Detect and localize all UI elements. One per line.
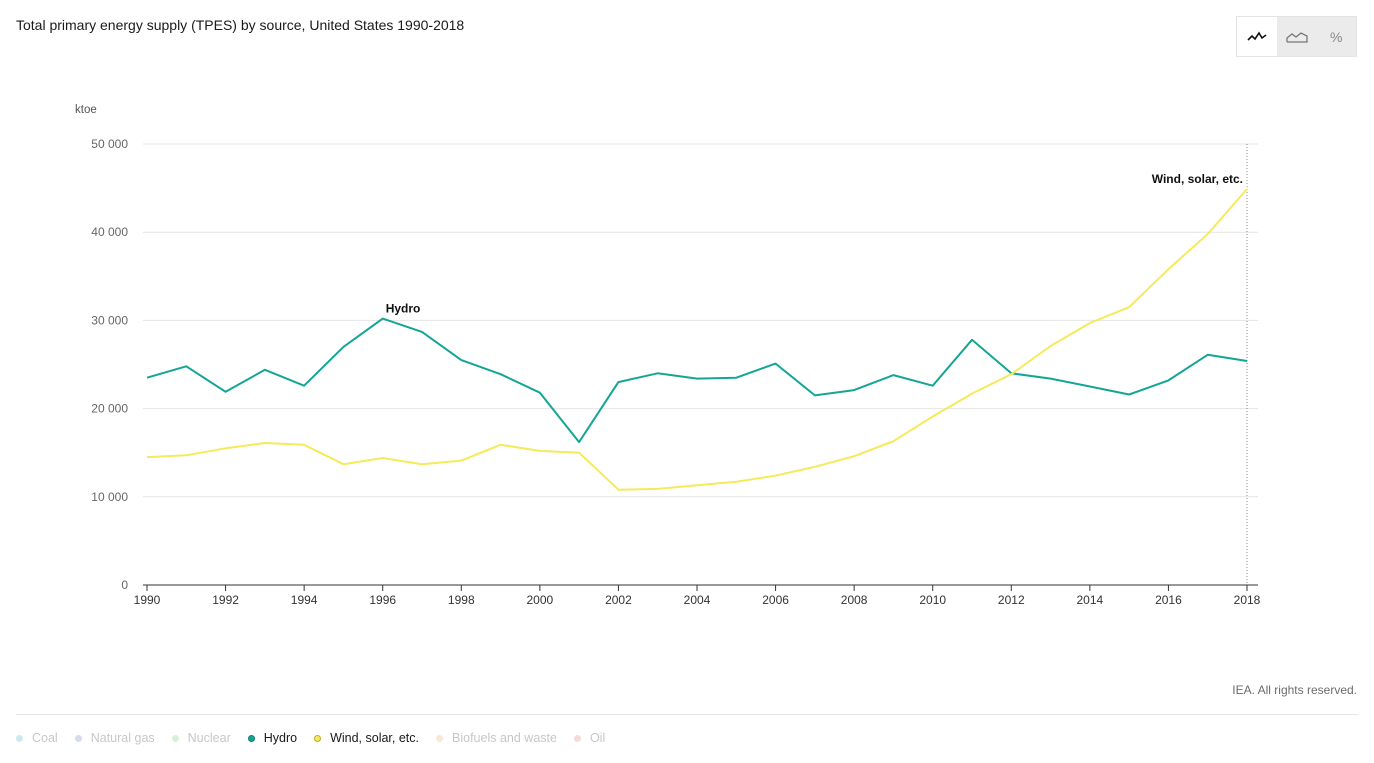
x-tick-label: 2018 [1234, 593, 1261, 607]
y-tick-label: 50 000 [91, 137, 128, 151]
legend-dot-hydro [247, 734, 255, 742]
series-label-wind-solar-etc: Wind, solar, etc. [1152, 172, 1243, 186]
chart-view-toggle[interactable]: % [1236, 16, 1357, 57]
legend-item-nuclear[interactable]: Nuclear [171, 731, 231, 745]
area-chart-icon [1285, 31, 1308, 43]
legend-dot-nuclear [171, 734, 179, 742]
legend-item-hydro[interactable]: Hydro [247, 731, 298, 745]
legend-label-hydro: Hydro [263, 731, 298, 745]
legend-item-coal[interactable]: Coal [16, 731, 58, 745]
x-tick-label: 2014 [1077, 593, 1104, 607]
x-tick-label: 2010 [919, 593, 946, 607]
legend-item-biofuels[interactable]: Biofuels and waste [436, 731, 557, 745]
legend-dot-coal [16, 734, 23, 742]
area-chart-button[interactable] [1277, 17, 1317, 56]
legend-dot-biofuels [436, 734, 444, 742]
legend-label-coal: Coal [32, 731, 58, 745]
x-tick-label: 2008 [841, 593, 868, 607]
x-tick-label: 1996 [369, 593, 396, 607]
legend-item-wind-solar[interactable]: Wind, solar, etc. [314, 731, 419, 745]
y-tick-label: 0 [121, 578, 128, 592]
legend-label-biofuels: Biofuels and waste [452, 731, 557, 745]
legend-item-natural-gas[interactable]: Natural gas [74, 731, 155, 745]
x-tick-label: 2006 [762, 593, 789, 607]
line-chart-button[interactable] [1237, 17, 1277, 56]
x-tick-label: 1998 [448, 593, 475, 607]
y-tick-label: 10 000 [91, 490, 128, 504]
legend-divider [16, 714, 1358, 715]
series-label-hydro: Hydro [386, 302, 421, 316]
x-tick-label: 2012 [998, 593, 1025, 607]
x-tick-label: 2002 [605, 593, 632, 607]
legend-dot-wind-solar [314, 734, 322, 742]
y-tick-label: 30 000 [91, 313, 128, 327]
x-tick-label: 2016 [1155, 593, 1182, 607]
legend-label-natural-gas: Natural gas [90, 731, 155, 745]
series-line-hydro [146, 317, 1248, 444]
x-tick-label: 2004 [684, 593, 711, 607]
percent-icon: % [1329, 28, 1343, 45]
x-tick-label: 1992 [212, 593, 239, 607]
y-tick-label: 20 000 [91, 402, 128, 416]
y-axis-label: ktoe [75, 104, 97, 116]
y-tick-label: 40 000 [91, 225, 128, 239]
legend-label-oil: Oil [589, 731, 606, 745]
legend: Coal Natural gas Nuclear Hydro Wind, sol… [16, 731, 622, 745]
copyright-notice: IEA. All rights reserved. [1232, 683, 1357, 697]
x-tick-label: 1990 [134, 593, 161, 607]
legend-item-oil[interactable]: Oil [573, 731, 606, 745]
line-chart-icon [1247, 31, 1267, 41]
legend-dot-oil [573, 734, 581, 742]
chart-title: Total primary energy supply (TPES) by so… [16, 17, 465, 33]
x-tick-label: 1994 [291, 593, 318, 607]
series-line-wind-solar-etc [146, 188, 1248, 491]
x-tick-label: 2000 [527, 593, 554, 607]
legend-label-nuclear: Nuclear [187, 731, 231, 745]
percent-button[interactable]: % [1316, 17, 1356, 56]
legend-dot-natural-gas [74, 734, 82, 742]
legend-label-wind-solar: Wind, solar, etc. [330, 731, 420, 745]
